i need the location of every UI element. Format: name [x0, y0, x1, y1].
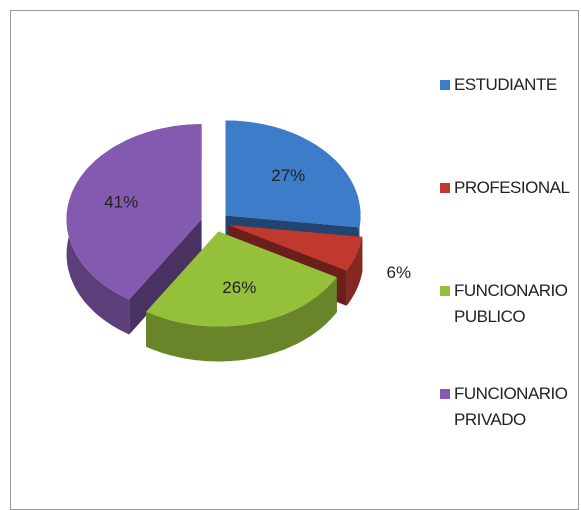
legend-item: FUNCIONARIO PRIVADO — [440, 381, 578, 433]
legend-label: FUNCIONARIO PRIVADO — [454, 384, 568, 429]
legend-label: PROFESIONAL — [454, 178, 570, 197]
legend-swatch — [440, 389, 450, 399]
slice-top — [66, 124, 202, 300]
slice-wall — [129, 219, 202, 335]
slice — [66, 124, 202, 335]
data-label: 26% — [222, 278, 256, 297]
legend-swatch — [440, 80, 450, 90]
legend-item: FUNCIONARIO PUBLICO — [440, 278, 578, 330]
slice-side — [346, 236, 363, 306]
legend-item: PROFESIONAL — [440, 175, 578, 201]
legend-label: ESTUDIANTE — [454, 75, 557, 94]
slice-side — [146, 277, 337, 362]
slice-top — [146, 231, 337, 327]
data-label: 6% — [387, 263, 412, 282]
slice-top — [228, 225, 363, 271]
legend-swatch — [440, 183, 450, 193]
legend-item: ESTUDIANTE — [440, 72, 578, 98]
data-label: 27% — [271, 166, 305, 185]
slice — [146, 231, 337, 362]
legend-label: FUNCIONARIO PUBLICO — [454, 281, 568, 326]
data-label: 41% — [104, 192, 138, 211]
legend-swatch — [440, 286, 450, 296]
slice-top — [225, 120, 361, 228]
